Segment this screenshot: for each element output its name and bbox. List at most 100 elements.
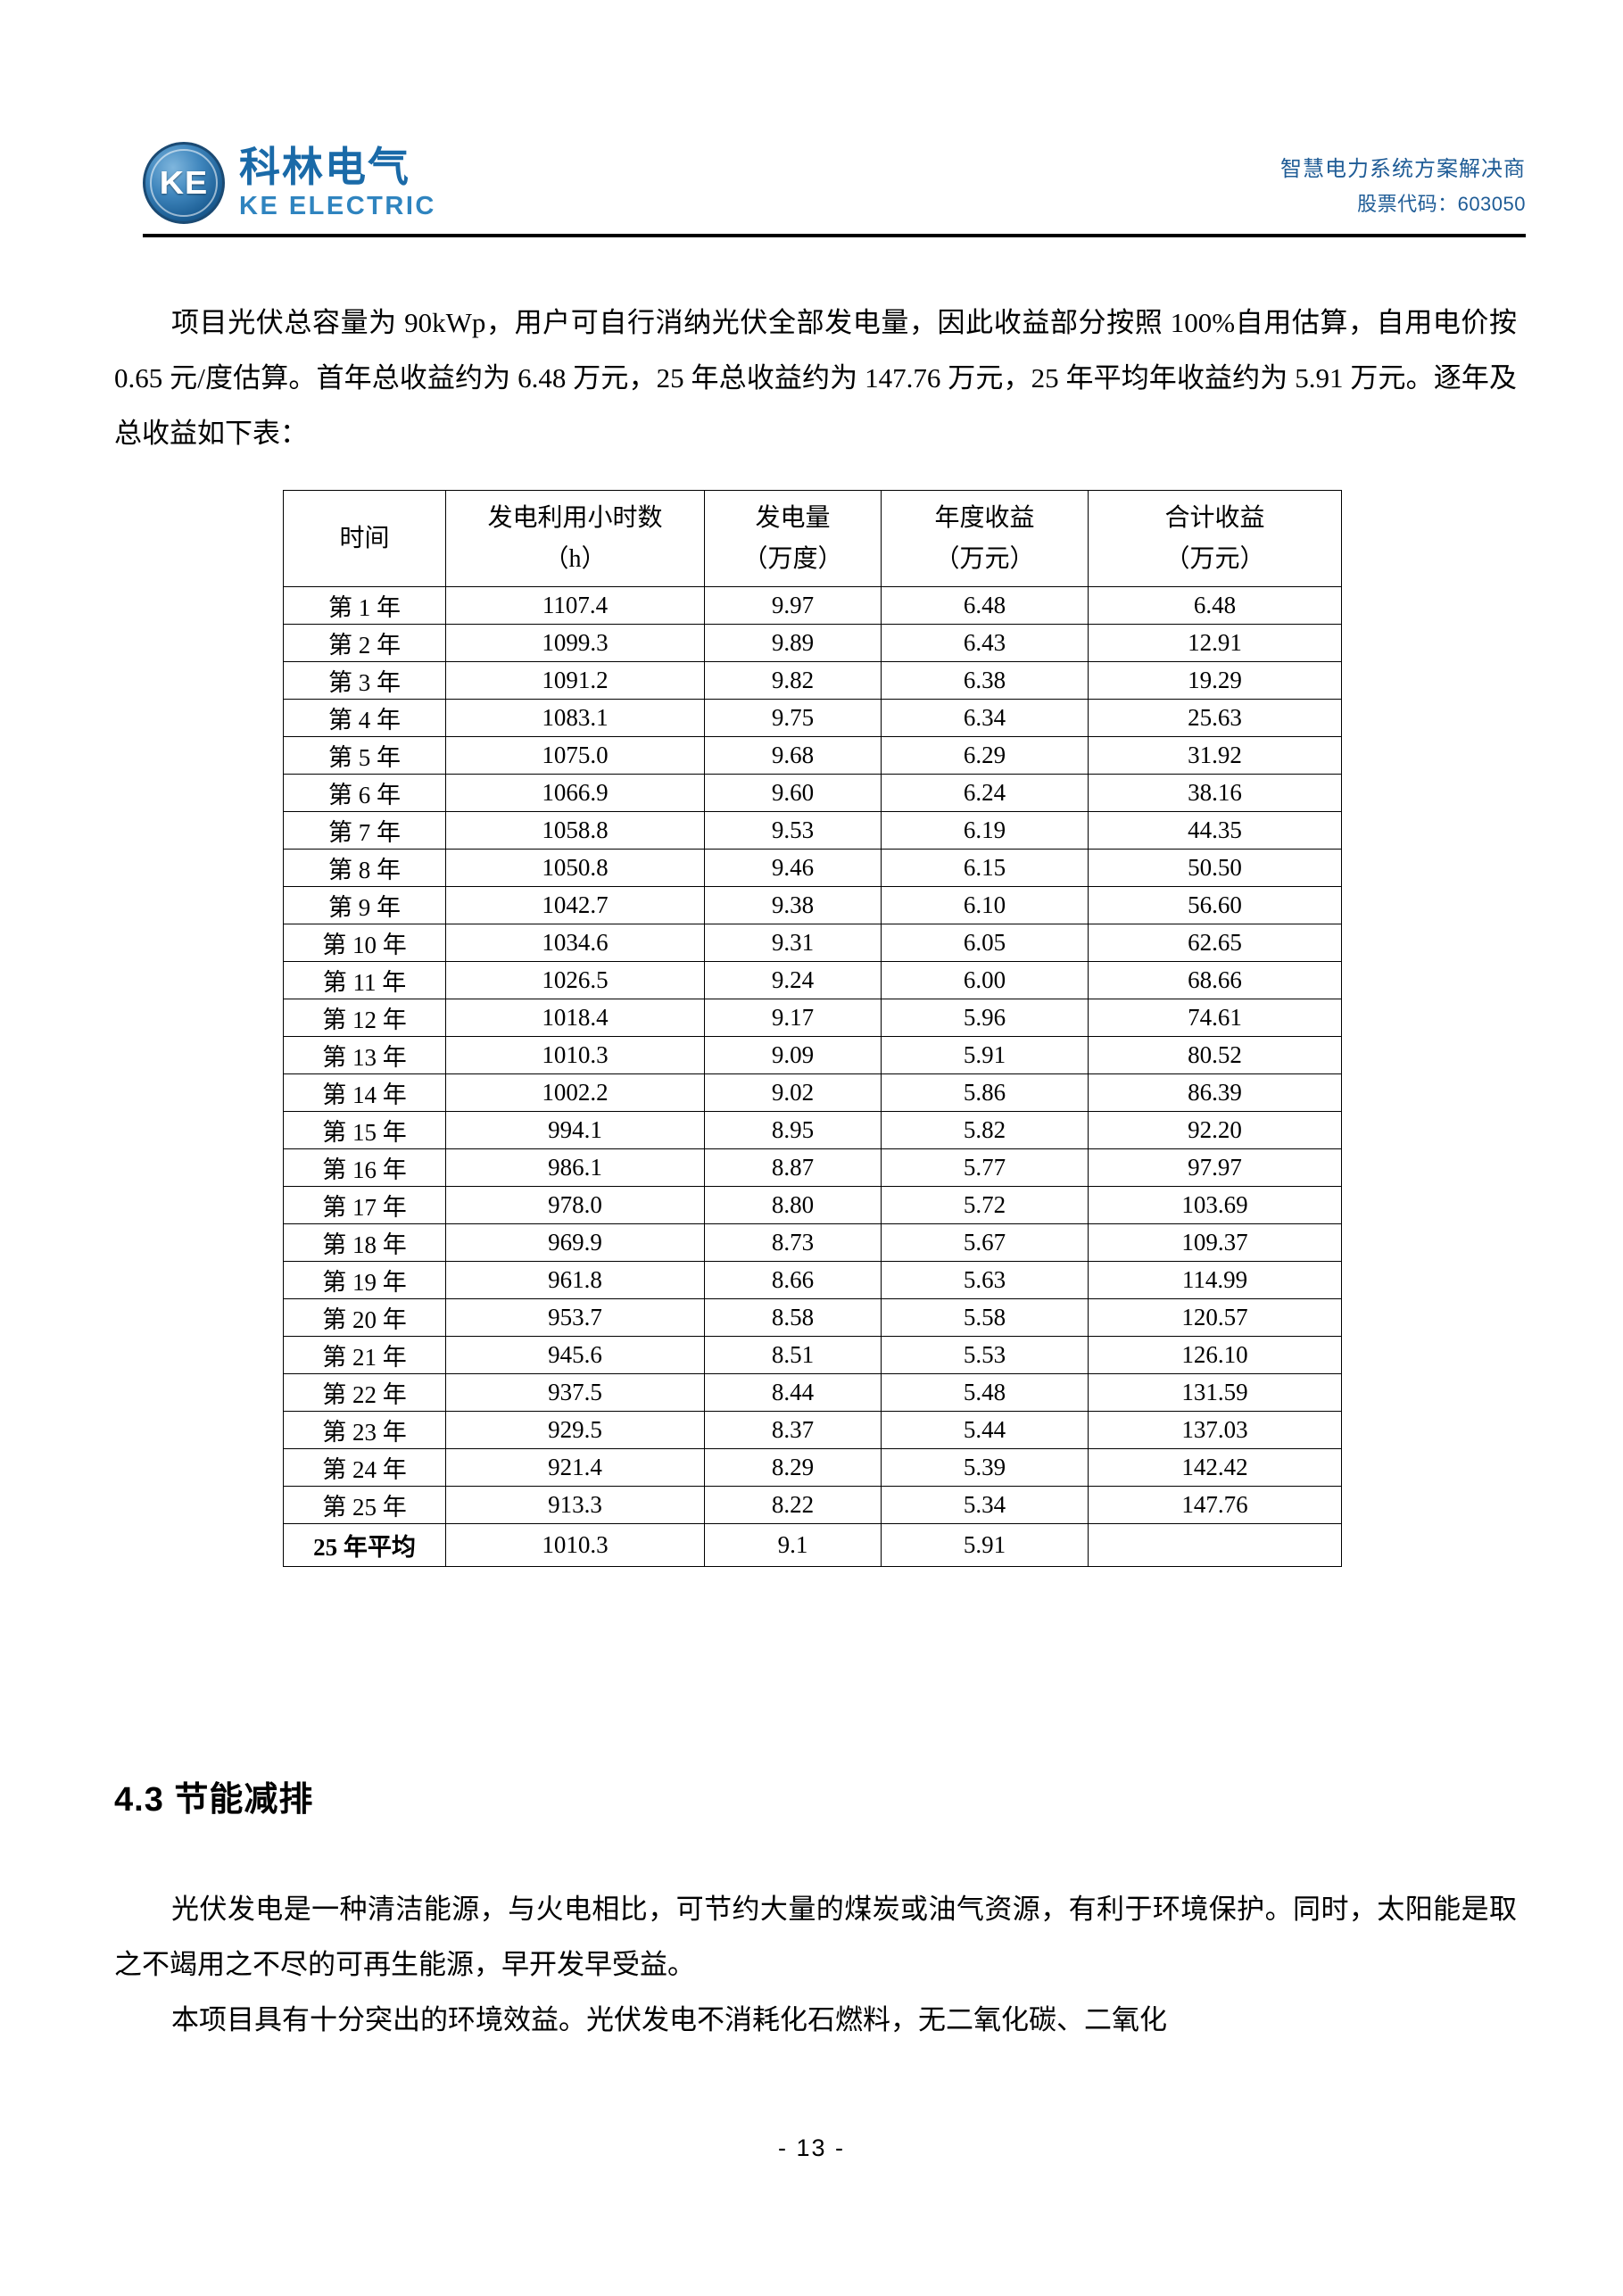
table-cell: 31.92 [1088,736,1342,775]
annual-yield-table: 时间 发电利用小时数 （h） 发电量 （万度） 年度收益 （万元） 合计收益 （万元） 第 1 … [283,490,1342,1567]
row-label: 第 19 年 [283,1261,446,1299]
header-tagline-block: 智慧电力系统方案解决商 股票代码：603050 [1280,153,1526,228]
table-cell: 1066.9 [445,774,705,812]
header-divider [143,234,1526,237]
table-column-header-2: 发电量 （万度） [704,490,882,587]
table-row: 第 10 年 1034.6 9.31 6.05 62.65 [283,924,1342,962]
row-label: 第 22 年 [283,1373,446,1412]
row-label: 第 1 年 [283,586,446,625]
row-label: 第 10 年 [283,924,446,962]
table-cell: 97.97 [1088,1148,1342,1187]
table-row: 第 21 年 945.6 8.51 5.53 126.10 [283,1336,1342,1374]
table-cell: 953.7 [445,1298,705,1337]
table-cell: 56.60 [1088,886,1342,924]
table-cell: 8.22 [704,1486,882,1524]
table-cell: 1075.0 [445,736,705,775]
table-row: 第 16 年 986.1 8.87 5.77 97.97 [283,1148,1342,1187]
table-header: 时间 发电利用小时数 （h） 发电量 （万度） 年度收益 （万元） 合计收益 （万元） [283,490,1342,587]
ke-circle-logo-icon: KE [143,142,225,224]
row-label: 第 4 年 [283,699,446,737]
table-cell: 8.37 [704,1411,882,1449]
table-cell: 961.8 [445,1261,705,1299]
section-heading-4-3: 4.3 节能减排 [114,1781,314,1819]
table-cell: 6.38 [881,661,1089,700]
table-summary-row: 25 年平均 1010.3 9.1 5.91 [283,1523,1342,1567]
company-logo: KE 科林电气 KE ELECTRIC [143,142,436,228]
table-row: 第 24 年 921.4 8.29 5.39 142.42 [283,1448,1342,1487]
table-cell: 12.91 [1088,624,1342,662]
table-cell: 6.05 [881,924,1089,962]
row-label: 第 2 年 [283,624,446,662]
row-label: 第 9 年 [283,886,446,924]
row-label: 第 24 年 [283,1448,446,1487]
table-row: 第 2 年 1099.3 9.89 6.43 12.91 [283,624,1342,662]
table-cell: 6.29 [881,736,1089,775]
table-cell: 9.82 [704,661,882,700]
table-cell: 9.53 [704,811,882,850]
table-row: 第 14 年 1002.2 9.02 5.86 86.39 [283,1073,1342,1112]
table-cell: 6.00 [881,961,1089,999]
table-cell: 9.46 [704,849,882,887]
table-row: 第 25 年 913.3 8.22 5.34 147.76 [283,1486,1342,1524]
row-label: 第 6 年 [283,774,446,812]
table-cell: 1091.2 [445,661,705,700]
table-cell: 1099.3 [445,624,705,662]
row-label: 第 13 年 [283,1036,446,1074]
row-label: 第 23 年 [283,1411,446,1449]
header-line-1: 发电利用小时数 [487,503,663,532]
table-cell: 5.91 [881,1036,1089,1074]
table-cell: 6.10 [881,886,1089,924]
table-cell: 913.3 [445,1486,705,1524]
summary-cell [1088,1523,1342,1567]
table-row: 第 23 年 929.5 8.37 5.44 137.03 [283,1411,1342,1449]
logo-monogram: KE [159,164,209,201]
table-cell: 109.37 [1088,1223,1342,1262]
table-cell: 9.02 [704,1073,882,1112]
table-cell: 9.60 [704,774,882,812]
table-cell: 8.58 [704,1298,882,1337]
table-cell: 9.24 [704,961,882,999]
table-cell: 126.10 [1088,1336,1342,1374]
row-label: 第 14 年 [283,1073,446,1112]
table-cell: 6.48 [1088,586,1342,625]
table-cell: 19.29 [1088,661,1342,700]
table-cell: 9.89 [704,624,882,662]
stock-code: 股票代码：603050 [1357,193,1526,215]
row-label: 第 16 年 [283,1148,446,1187]
table-row: 第 12 年 1018.4 9.17 5.96 74.61 [283,999,1342,1037]
table-cell: 5.77 [881,1148,1089,1187]
table-cell: 5.34 [881,1486,1089,1524]
row-label: 第 15 年 [283,1111,446,1149]
summary-cell: 1010.3 [445,1523,705,1567]
table-cell: 5.53 [881,1336,1089,1374]
table-row: 第 7 年 1058.8 9.53 6.19 44.35 [283,811,1342,850]
table-cell: 8.66 [704,1261,882,1299]
table-cell: 6.15 [881,849,1089,887]
table-cell: 103.69 [1088,1186,1342,1224]
table-cell: 9.17 [704,999,882,1037]
brand-wordmark: 科林电气 KE ELECTRIC [239,146,436,220]
intro-paragraph: 项目光伏总容量为 90kWp，用户可自行消纳光伏全部发电量，因此收益部分按照 1… [114,307,1517,449]
table-cell: 1026.5 [445,961,705,999]
table-cell: 5.96 [881,999,1089,1037]
table-column-header-4: 合计收益 （万元） [1088,490,1342,587]
summary-cell: 9.1 [704,1523,882,1567]
table-cell: 8.44 [704,1373,882,1412]
table-row: 第 5 年 1075.0 9.68 6.29 31.92 [283,736,1342,775]
table-row: 第 11 年 1026.5 9.24 6.00 68.66 [283,961,1342,999]
table-cell: 9.97 [704,586,882,625]
table-cell: 120.57 [1088,1298,1342,1337]
table-cell: 8.29 [704,1448,882,1487]
table-header-row: 时间 发电利用小时数 （h） 发电量 （万度） 年度收益 （万元） 合计收益 （万元） [283,490,1342,587]
table-cell: 929.5 [445,1411,705,1449]
page-header: KE 科林电气 KE ELECTRIC 智慧电力系统方案解决商 股票代码：603… [143,89,1526,228]
row-label: 第 8 年 [283,849,446,887]
row-label: 第 3 年 [283,661,446,700]
summary-cell: 5.91 [881,1523,1089,1567]
table-row: 第 20 年 953.7 8.58 5.58 120.57 [283,1298,1342,1337]
row-label: 第 11 年 [283,961,446,999]
table-cell: 68.66 [1088,961,1342,999]
table-cell: 50.50 [1088,849,1342,887]
header-line-2: （h） [543,544,607,573]
